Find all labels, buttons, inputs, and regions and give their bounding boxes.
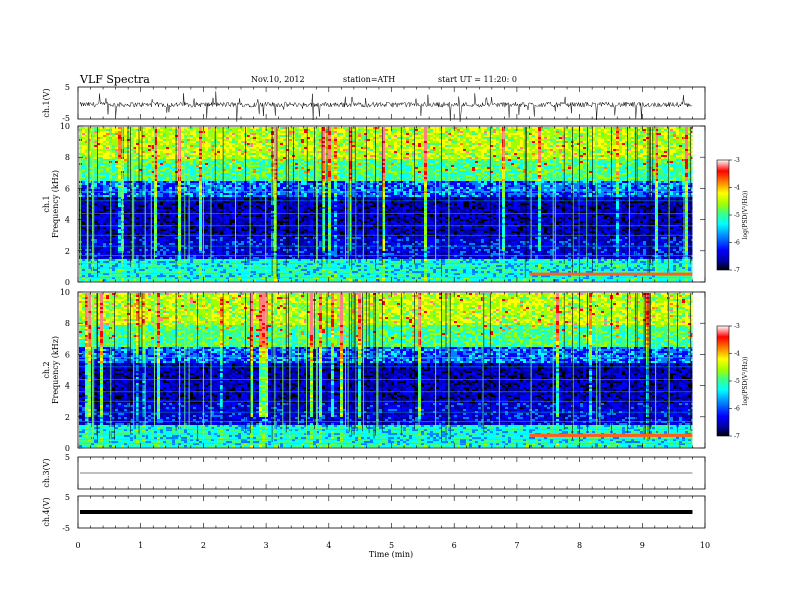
ch1-ylabel: ch.1(V) [42, 88, 51, 117]
spectrogram-ytick-label: 6 [65, 350, 70, 359]
ch4-waveform-line [80, 510, 693, 514]
x-tick-label: 3 [264, 541, 269, 550]
spectrogram-ytick-label: 8 [65, 319, 70, 328]
ch3-ytick-5: 5 [65, 453, 70, 462]
station-label: station=ATH [343, 75, 395, 84]
ch1-spec-channel-label: ch.1 [42, 195, 51, 212]
chart-title: VLF Spectra [79, 73, 150, 86]
x-tick-label: 1 [138, 541, 143, 550]
colorbar-tick-label: -5 [734, 212, 740, 219]
ch2-colorbar-label: log(PSD(V²/Hz)) [742, 357, 749, 406]
colorbar-tick-label: -6 [734, 406, 740, 413]
x-tick-label: 0 [75, 541, 80, 550]
ch1-waveform-trace [79, 91, 693, 122]
colorbar-tick-label: -4 [734, 185, 740, 192]
ch1-colorbar [716, 159, 730, 271]
spectrogram-ytick-label: 2 [65, 413, 70, 422]
spectrogram-ytick-label: 4 [65, 216, 70, 225]
colorbar-tick-label: -4 [734, 351, 740, 358]
colorbar-tick-label: -6 [734, 240, 740, 247]
spectrogram-ytick-label: 6 [65, 184, 70, 193]
ch2-spectrogram-heatmap [79, 293, 704, 448]
colorbar-tick-label: -7 [734, 267, 740, 274]
start-time-label: start UT = 11:20: 0 [438, 75, 517, 84]
ch3-ylabel: ch.3(V) [42, 458, 51, 487]
ch4-ylabel: ch.4(V) [42, 497, 51, 526]
colorbar-tick-label: -3 [734, 157, 740, 164]
ch4-ytick-5: 5 [65, 493, 70, 502]
x-axis-label: Time (min) [369, 550, 413, 559]
ch1-ytick-5: 5 [65, 83, 70, 92]
ch1-ytick-minus5: -5 [62, 114, 70, 123]
spectrogram-ytick-label: 0 [65, 444, 70, 453]
ch1-spectrogram-heatmap [79, 127, 704, 282]
ch2-spec-channel-label: ch.2 [42, 361, 51, 378]
date-label: Nov.10, 2012 [251, 75, 305, 84]
colorbar-tick-label: -7 [734, 433, 740, 440]
spectrogram-ytick-label: 10 [60, 122, 70, 131]
ch2-colorbar [716, 325, 730, 437]
x-tick-label: 4 [326, 541, 331, 550]
x-tick-label: 6 [452, 541, 457, 550]
x-tick-label: 5 [389, 541, 394, 550]
x-tick-label: 8 [577, 541, 582, 550]
colorbar-tick-label: -5 [734, 378, 740, 385]
ch1-spec-ylabel: Frequency (kHz) [51, 170, 60, 238]
x-tick-label: 7 [514, 541, 519, 550]
spectrogram-ytick-label: 4 [65, 382, 70, 391]
x-tick-label: 2 [201, 541, 206, 550]
x-tick-label: 10 [700, 541, 710, 550]
x-tick-label: 9 [640, 541, 645, 550]
spectrogram-ytick-label: 0 [65, 278, 70, 287]
ch1-waveform-line [79, 91, 693, 122]
axis-ticks [77, 87, 706, 528]
spectrogram-ytick-label: 2 [65, 247, 70, 256]
ch4-waveform-trace [80, 510, 693, 514]
spectrogram-ytick-label: 8 [65, 153, 70, 162]
ch1-colorbar-label: log(PSD(V²/Hz)) [742, 191, 749, 240]
spectrogram-ytick-label: 10 [60, 288, 70, 297]
ch2-spec-ylabel: Frequency (kHz) [51, 336, 60, 404]
ch4-ytick-minus5: -5 [62, 524, 70, 533]
colorbar-tick-label: -3 [734, 323, 740, 330]
